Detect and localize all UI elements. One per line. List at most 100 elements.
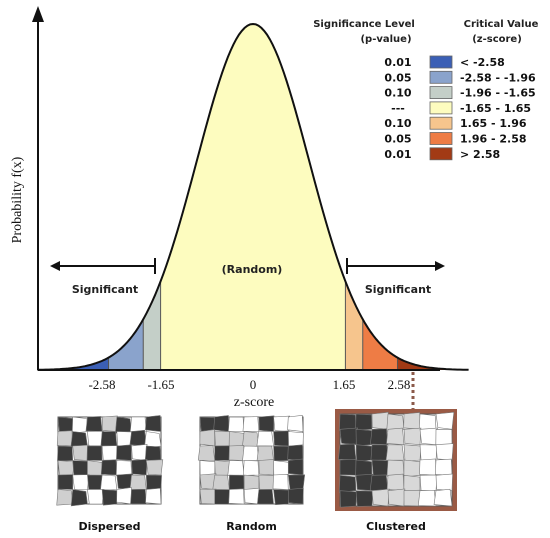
map-polygon bbox=[101, 445, 119, 461]
map-polygon bbox=[256, 445, 274, 461]
map-polygon bbox=[386, 459, 405, 477]
map-polygon bbox=[100, 474, 118, 491]
map-polygon bbox=[116, 444, 132, 461]
map-polygon bbox=[287, 458, 304, 476]
map-polygon bbox=[228, 488, 245, 505]
legend-p-value: 0.01 bbox=[384, 148, 411, 161]
legend-critical-header: Critical Value bbox=[464, 19, 539, 30]
x-tick-label: 1.65 bbox=[333, 377, 356, 392]
map-caption: Random bbox=[226, 520, 277, 533]
region-band bbox=[160, 24, 346, 370]
map-polygon bbox=[257, 489, 274, 505]
map-polygon bbox=[386, 473, 405, 491]
legend-swatch bbox=[429, 101, 453, 115]
map-polygon bbox=[87, 489, 105, 505]
map-caption: Clustered bbox=[366, 520, 426, 533]
map-polygon bbox=[213, 415, 230, 432]
map-polygon bbox=[100, 459, 118, 476]
map-polygon bbox=[256, 431, 274, 447]
map-polygon bbox=[199, 488, 217, 505]
map-polygon bbox=[70, 489, 88, 507]
legend-p-value: 0.01 bbox=[384, 56, 411, 69]
map-panel-random: Random bbox=[197, 414, 306, 533]
map-polygon bbox=[115, 416, 132, 434]
right-significant-label: Significant bbox=[365, 283, 431, 296]
legend-z-range: -2.58 - -1.96 bbox=[460, 71, 536, 84]
y-axis-title: Probability f(x) bbox=[10, 156, 25, 243]
legend-significance-header: Significance Level bbox=[313, 19, 415, 30]
map-polygon bbox=[131, 443, 148, 461]
map-polygon bbox=[403, 412, 421, 430]
map-polygon bbox=[101, 415, 118, 432]
map-polygon bbox=[214, 489, 230, 505]
x-tick-label: 2.58 bbox=[388, 377, 411, 392]
map-polygon bbox=[369, 474, 389, 491]
legend-swatch bbox=[429, 116, 453, 130]
map-polygon bbox=[145, 474, 162, 491]
map-polygon bbox=[403, 427, 422, 445]
map-polygon bbox=[144, 431, 162, 449]
normal-curve bbox=[37, 22, 469, 371]
left-significant-label: Significant bbox=[72, 283, 138, 296]
map-polygon bbox=[434, 458, 453, 476]
map-polygon bbox=[435, 443, 454, 461]
x-axis-title: z-score bbox=[234, 395, 274, 410]
legend-swatch bbox=[429, 55, 453, 69]
map-polygon bbox=[258, 474, 275, 491]
map-polygon bbox=[273, 445, 290, 462]
map-polygon bbox=[100, 431, 118, 447]
map-polygon bbox=[57, 460, 75, 477]
map-polygon bbox=[258, 415, 275, 432]
map-polygon bbox=[433, 488, 453, 507]
map-polygon bbox=[419, 474, 438, 491]
legend-swatch bbox=[429, 70, 453, 84]
map-polygon bbox=[129, 416, 147, 432]
map-polygon bbox=[387, 488, 406, 507]
map-polygon bbox=[419, 444, 438, 461]
map-polygon bbox=[242, 416, 260, 432]
map-polygon bbox=[228, 416, 245, 432]
map-polygon bbox=[144, 445, 162, 462]
random-region-label: (Random) bbox=[222, 263, 283, 276]
map-polygon bbox=[145, 459, 164, 476]
legend-swatch bbox=[429, 147, 453, 161]
legend-z-range: < -2.58 bbox=[460, 56, 505, 69]
map-polygon bbox=[371, 459, 390, 477]
map-polygon bbox=[227, 460, 245, 476]
map-polygon bbox=[403, 459, 421, 478]
map-polygon bbox=[435, 411, 455, 430]
map-polygon bbox=[130, 488, 147, 505]
map-polygon bbox=[273, 430, 290, 447]
x-tick-label: -1.65 bbox=[147, 377, 174, 392]
map-polygon bbox=[101, 489, 119, 506]
map-polygon bbox=[287, 487, 304, 505]
legend-significance-subheader: (p-value) bbox=[360, 34, 411, 45]
legend-critical-subheader: (z-score) bbox=[472, 34, 522, 45]
map-polygon bbox=[115, 460, 132, 476]
map-polygon bbox=[131, 459, 148, 476]
legend: Significance Level (p-value) Critical Va… bbox=[313, 19, 538, 161]
map-panels: Dispersed Random Clustered bbox=[56, 409, 457, 533]
map-caption: Dispersed bbox=[78, 520, 140, 533]
map-polygon bbox=[371, 488, 390, 507]
map-polygon bbox=[419, 427, 438, 445]
legend-p-value: 0.10 bbox=[384, 87, 411, 100]
map-polygon bbox=[339, 490, 357, 508]
y-axis-arrow-icon bbox=[32, 6, 44, 22]
legend-z-range: -1.65 - 1.65 bbox=[460, 102, 531, 115]
map-polygon bbox=[355, 413, 373, 431]
legend-swatch bbox=[429, 86, 453, 99]
map-polygon bbox=[355, 429, 373, 447]
map-polygon bbox=[273, 415, 290, 432]
map-polygon bbox=[272, 474, 289, 490]
map-panel-clustered: Clustered bbox=[335, 409, 457, 533]
map-polygon bbox=[370, 428, 389, 445]
region-band bbox=[108, 24, 144, 370]
legend-z-range: > 2.58 bbox=[460, 148, 500, 161]
map-polygon bbox=[129, 429, 147, 447]
map-polygon bbox=[339, 459, 357, 476]
map-polygon bbox=[72, 474, 90, 490]
map-polygon bbox=[338, 443, 357, 461]
map-polygon bbox=[339, 427, 358, 445]
map-polygon bbox=[72, 444, 90, 461]
